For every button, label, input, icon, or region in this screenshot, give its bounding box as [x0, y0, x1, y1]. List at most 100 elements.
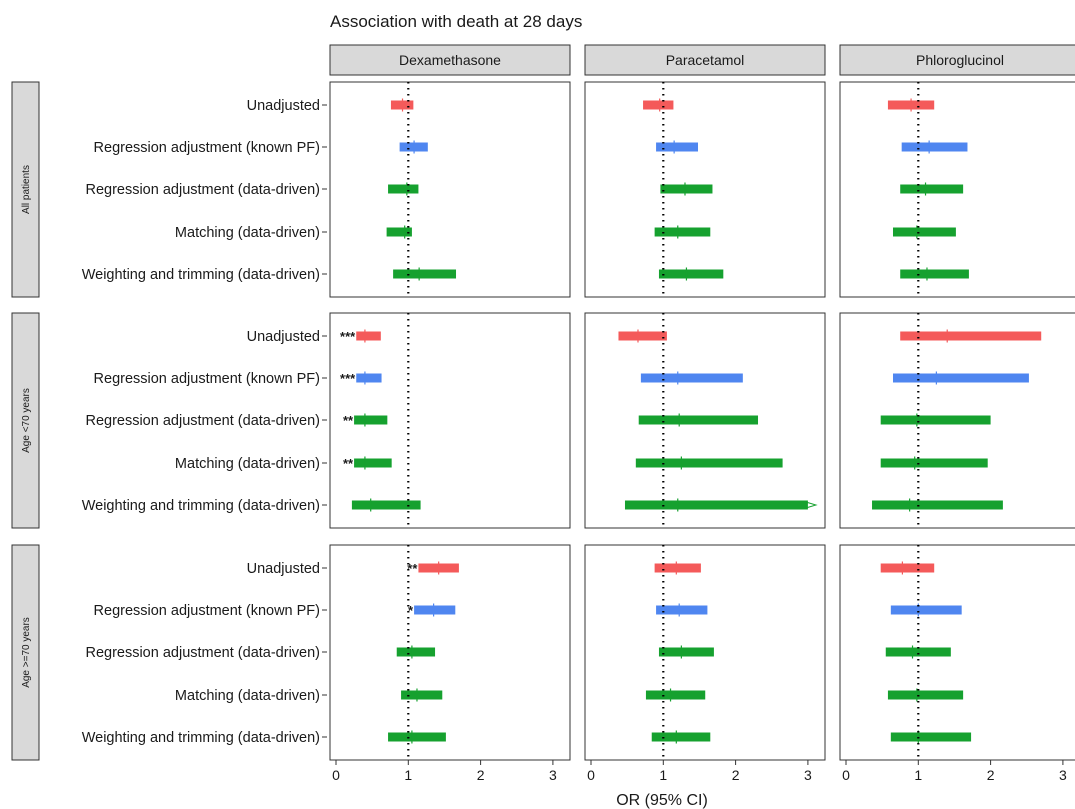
- panel-age-70-years-paracetamol: [584, 544, 826, 761]
- ci-bar: [388, 732, 446, 742]
- x-tick-label: 1: [659, 767, 667, 783]
- panel-age-70-years-dexamethasone: ***: [329, 544, 571, 761]
- panel-age-70-years-phloroglucinol: [839, 544, 1075, 761]
- ci-bar: [414, 605, 456, 615]
- panel-all-patients-dexamethasone: [329, 81, 571, 298]
- x-tick-label: 0: [842, 767, 850, 783]
- method-label: Unadjusted: [247, 561, 320, 577]
- x-tick-label: 0: [587, 767, 595, 783]
- method-label: Matching (data-driven): [175, 225, 320, 241]
- ci-bar: [356, 331, 381, 341]
- row-strip-age-70-years: [11, 312, 40, 529]
- ci-bar: [618, 331, 667, 341]
- ci-bar: [880, 458, 988, 468]
- ci-bar: [892, 373, 1029, 383]
- panel-age-70-years-phloroglucinol: [839, 312, 1075, 529]
- ci-bar: [887, 690, 964, 700]
- ci-bar: [643, 100, 674, 110]
- significance-stars: ***: [340, 329, 356, 344]
- ci-bar: [386, 227, 412, 237]
- significance-stars: **: [407, 561, 418, 576]
- ci-bar: [892, 227, 956, 237]
- ci-bar: [656, 142, 699, 152]
- row-strip-all-patients: [11, 81, 40, 298]
- row-label-age-70-years: Age <70 years: [21, 388, 32, 453]
- ci-bar: [651, 732, 711, 742]
- method-label: Regression adjustment (known PF): [94, 371, 320, 387]
- ci-bar: [880, 563, 935, 573]
- truncation-arrow: [805, 501, 818, 509]
- x-tick-label: 3: [804, 767, 812, 783]
- x-tick-label: 2: [987, 767, 995, 783]
- ci-bar: [901, 142, 968, 152]
- ci-bar: [880, 415, 991, 425]
- significance-stars: *: [408, 603, 414, 618]
- ci-bar: [640, 373, 743, 383]
- panel-frame: [839, 544, 1075, 761]
- ci-bar: [351, 500, 421, 510]
- ci-bar: [401, 690, 443, 700]
- ci-bar: [890, 732, 972, 742]
- strip-label-paracetamol: Paracetamol: [666, 52, 745, 68]
- method-label: Weighting and trimming (data-driven): [82, 267, 320, 283]
- strip-label-dexamethasone: Dexamethasone: [399, 52, 501, 68]
- ci-bar: [900, 184, 964, 194]
- ci-bar: [388, 184, 419, 194]
- significance-stars: ***: [340, 371, 356, 386]
- ci-bar: [638, 415, 759, 425]
- x-tick-label: 0: [332, 767, 340, 783]
- x-tick-label: 3: [549, 767, 557, 783]
- chart-title: Association with death at 28 days: [330, 12, 582, 31]
- significance-stars: **: [343, 456, 354, 471]
- x-tick-label: 1: [914, 767, 922, 783]
- ci-bar: [660, 184, 713, 194]
- ci-bar: [654, 563, 701, 573]
- strip-paracetamol: [584, 44, 826, 76]
- ci-bar: [635, 458, 783, 468]
- ci-bar: [658, 269, 724, 279]
- panel-frame: [329, 544, 571, 761]
- ci-bar: [872, 500, 1003, 510]
- method-label: Weighting and trimming (data-driven): [82, 730, 320, 746]
- panel-frame: [329, 81, 571, 298]
- strip-phloroglucinol: [839, 44, 1075, 76]
- method-label: Regression adjustment (data-driven): [85, 645, 320, 661]
- method-label: Regression adjustment (known PF): [94, 603, 320, 619]
- x-tick-label: 3: [1059, 767, 1067, 783]
- panel-frame: [839, 81, 1075, 298]
- method-label: Matching (data-driven): [175, 688, 320, 704]
- ci-bar: [658, 647, 714, 657]
- x-tick-label: 2: [732, 767, 740, 783]
- x-tick-label: 2: [477, 767, 485, 783]
- ci-bar: [890, 605, 962, 615]
- ci-bar: [356, 373, 382, 383]
- strip-dexamethasone: [329, 44, 571, 76]
- row-label-age-70-years: Age >=70 years: [21, 617, 32, 688]
- ci-bar: [393, 269, 457, 279]
- row-strip-age-70-years: [11, 544, 40, 761]
- ci-bar: [900, 269, 969, 279]
- panel-age-70-years-paracetamol: [584, 312, 826, 529]
- ci-bar: [354, 415, 388, 425]
- method-label: Regression adjustment (data-driven): [85, 182, 320, 198]
- method-label: Regression adjustment (data-driven): [85, 413, 320, 429]
- ci-bar: [645, 690, 706, 700]
- strip-label-phloroglucinol: Phloroglucinol: [916, 52, 1004, 68]
- panel-age-70-years-dexamethasone: **********: [329, 312, 571, 529]
- x-axis-label: OR (95% CI): [616, 792, 708, 809]
- panel-all-patients-paracetamol: [584, 81, 826, 298]
- ci-bar: [396, 647, 436, 657]
- ci-bar: [354, 458, 392, 468]
- ci-bar: [656, 605, 708, 615]
- row-label-all-patients: All patients: [21, 165, 32, 214]
- ci-bar: [624, 500, 808, 510]
- ci-bar: [900, 331, 1042, 341]
- ci-bar: [654, 227, 711, 237]
- method-label: Weighting and trimming (data-driven): [82, 498, 320, 514]
- method-label: Unadjusted: [247, 98, 320, 114]
- x-tick-label: 1: [404, 767, 412, 783]
- panel-all-patients-phloroglucinol: [839, 81, 1075, 298]
- method-label: Unadjusted: [247, 329, 320, 345]
- ci-bar: [885, 647, 951, 657]
